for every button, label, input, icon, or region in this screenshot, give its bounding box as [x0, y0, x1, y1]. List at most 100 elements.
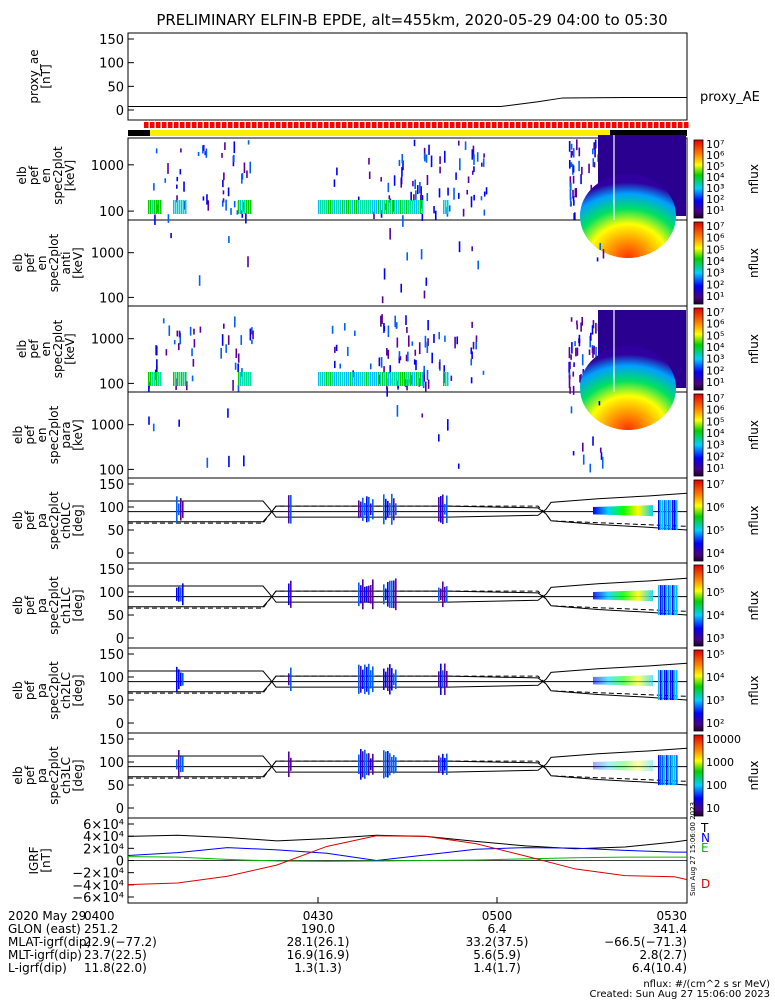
spec-cell [423, 290, 426, 299]
spec-cell [408, 200, 410, 214]
spec-cell [378, 372, 380, 386]
spec-cell [346, 372, 348, 386]
spec-cell [599, 447, 602, 453]
spec-cell [412, 200, 414, 214]
pa-cell [290, 494, 292, 524]
spec-cell [167, 214, 170, 223]
spec-cell [318, 372, 320, 386]
spec-cell [404, 379, 407, 388]
colorbar-tick-label: 100 [706, 779, 727, 792]
spec-cell [423, 365, 425, 375]
spec-cell [470, 377, 473, 384]
flag-tick [432, 122, 437, 128]
pa-cell [662, 670, 664, 701]
spec-cell [352, 372, 354, 386]
ylabel-line: elb [11, 766, 25, 784]
spec-cell [244, 372, 246, 386]
pa-cell [672, 585, 674, 616]
spec-cell [156, 372, 158, 386]
spec-cell [376, 200, 378, 214]
ylabel-line: [keV] [63, 333, 77, 364]
pa-cell [290, 667, 292, 692]
ylabel-line: [keV] [63, 160, 77, 191]
colorbar-tick-label: 10⁵ [706, 415, 724, 428]
spec-cell [242, 372, 244, 386]
flag-tick [624, 122, 629, 128]
spec-cell [240, 372, 242, 386]
spec-cell [225, 199, 227, 211]
spec-cell [415, 190, 417, 200]
spec-cell [398, 200, 400, 214]
spec-cell [350, 200, 352, 214]
spec-cell [237, 353, 240, 363]
colorbar-tick-label: 10² [706, 278, 724, 291]
spec-cell [251, 327, 253, 335]
spec-cell [334, 372, 336, 386]
colorbar-label: nflux [747, 761, 761, 791]
spec-cell [569, 182, 572, 191]
spec-cell [330, 372, 332, 386]
spec-cell [246, 200, 248, 214]
spec-cell [459, 158, 461, 171]
pa-cell [672, 670, 674, 701]
flag-tick [372, 122, 377, 128]
pa-cell [362, 751, 364, 778]
spec-cell [402, 215, 404, 227]
ylabel-line: en [39, 342, 53, 357]
spectrogram-cells [148, 135, 686, 258]
ytick-label: 2×10⁴ [83, 842, 124, 857]
spec-cell [413, 139, 416, 147]
ylabel-line: pef [23, 765, 37, 785]
ylabel-line: elb [15, 166, 29, 184]
spec-cell [368, 200, 370, 214]
spec-cell [360, 200, 362, 214]
colorbar-tick-label: 10⁶ [706, 232, 725, 245]
ytick-label: 150 [99, 733, 124, 748]
spec-cell [591, 325, 594, 335]
flag-tick [522, 122, 527, 128]
pa-cell [364, 749, 366, 779]
pa-cell [658, 670, 660, 701]
ylabel-line: para [59, 421, 73, 448]
spec-cell [400, 176, 403, 185]
spec-cell [568, 376, 571, 389]
flag-tick [516, 122, 521, 128]
spec-cell [340, 372, 342, 386]
ytick-label: 100 [99, 463, 124, 478]
spec-cell [381, 296, 384, 304]
panel-frame [127, 647, 688, 734]
spec-cell [324, 200, 326, 214]
ylabel-line: [deg] [71, 675, 85, 707]
spec-cell [582, 454, 585, 465]
flag-tick [192, 122, 197, 128]
pa-cell [395, 757, 397, 772]
ytick-label: 50 [107, 524, 124, 539]
pa-cell [385, 671, 387, 688]
spec-cell [426, 175, 429, 186]
spec-cell [201, 145, 204, 154]
spec-cell [362, 200, 364, 214]
spec-cell [600, 452, 603, 460]
pa-cell [176, 666, 178, 692]
spec-cell [380, 315, 382, 327]
spec-cell [466, 189, 469, 195]
flag-tick [348, 122, 353, 128]
spec-cell [458, 241, 461, 253]
spec-cell [396, 200, 398, 214]
spec-cell [388, 195, 391, 200]
ytick-label: 0 [116, 547, 124, 562]
flag-tick [636, 122, 641, 128]
flag-tick [582, 122, 587, 128]
spec-cell [368, 372, 370, 386]
spec-cell [322, 200, 324, 214]
ytick-label: 100 [99, 377, 124, 392]
pa-cell [668, 670, 670, 701]
spec-cell [250, 200, 252, 214]
spec-cell [568, 374, 571, 380]
flag-tick [684, 122, 689, 128]
spec-cell [414, 349, 417, 356]
flag-tick [300, 122, 305, 128]
pa-cell [182, 583, 184, 606]
spec-cell [424, 381, 427, 393]
spec-cell [418, 342, 421, 355]
